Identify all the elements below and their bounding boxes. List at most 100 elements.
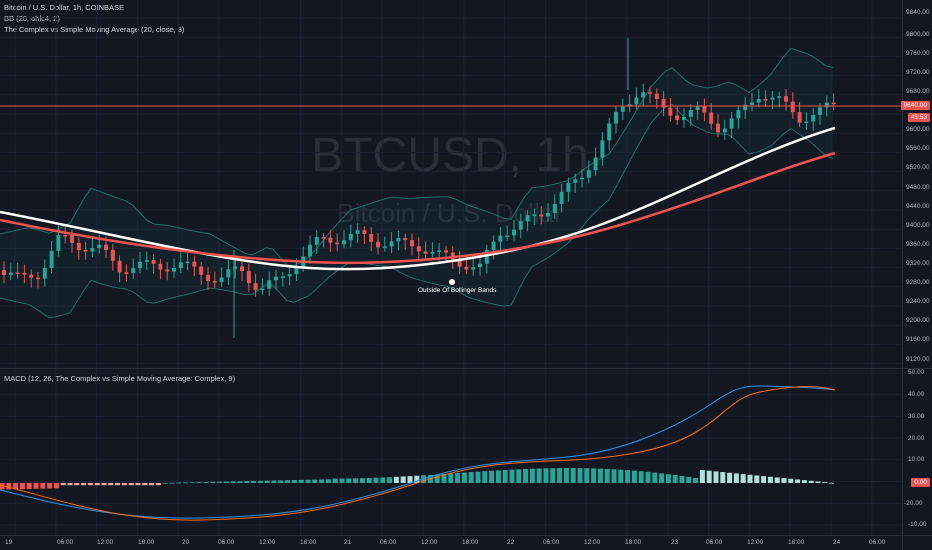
candle-body (614, 111, 618, 124)
candle-body (90, 248, 95, 252)
time-tick: 19 (5, 539, 13, 546)
macd-histogram-bar (468, 472, 474, 483)
candle-body (784, 96, 788, 102)
symbol-legend[interactable]: Bitcoin / U.S. Dollar, 1h, COINBASE (4, 3, 125, 12)
macd-histogram-bar (781, 478, 787, 483)
macd-histogram-bar (121, 483, 127, 486)
candle-body (471, 267, 476, 270)
candle-body (192, 261, 197, 267)
macd-tick: 30.00 (908, 413, 925, 420)
macd-histogram-bar (128, 483, 134, 486)
macd-tick: 50.00 (908, 369, 925, 376)
macd-histogram-bar (366, 477, 372, 483)
candle-body (376, 241, 380, 248)
candle-body (314, 237, 319, 245)
macd-histogram-bar (189, 482, 195, 484)
macd-histogram-bar (305, 479, 311, 483)
macd-histogram-bar (577, 468, 583, 483)
candle-body (818, 107, 822, 115)
candle-body (641, 92, 646, 98)
macd-histogram-bar (761, 476, 767, 483)
annotation-label: Outside Of Bollinger Bands (418, 287, 497, 294)
candle-body (321, 237, 326, 239)
candle-body (736, 110, 741, 119)
macd-histogram-bar (298, 479, 304, 483)
candle-body (661, 99, 666, 108)
time-tick: 21 (344, 539, 352, 546)
candle-body (593, 157, 598, 171)
sma-legend[interactable]: The Complex vs Simple Moving Average (20… (4, 25, 185, 34)
macd-zero-tag: 0.00 (911, 478, 930, 487)
macd-histogram-bar (53, 483, 59, 489)
macd-tick: 10.00 (908, 456, 925, 463)
candle-body (36, 277, 40, 280)
candle-body (478, 263, 482, 268)
candle-body (811, 114, 816, 122)
time-tick: 18:00 (462, 539, 479, 546)
price-tick: 9760.00 (906, 50, 930, 57)
candle-body (56, 235, 61, 251)
macd-histogram-bar (346, 478, 352, 483)
candle-body (437, 250, 442, 252)
macd-histogram-bar (523, 468, 529, 483)
macd-histogram-bar (339, 478, 345, 483)
candle-body (274, 276, 278, 281)
candle-body (342, 240, 346, 245)
candle-body (580, 177, 584, 180)
candle-body (403, 238, 408, 241)
candle-body (382, 246, 387, 248)
candle-body (831, 102, 836, 105)
candle-body (267, 280, 272, 289)
macd-histogram-bar (733, 473, 739, 483)
candle-body (573, 179, 578, 183)
macd-histogram-bar (638, 471, 644, 483)
candle-body (49, 250, 54, 268)
candle-body (308, 244, 312, 257)
macd-histogram-bar (387, 477, 393, 483)
candle-body (430, 251, 435, 254)
macd-histogram-bar (0, 483, 5, 490)
candle-body (716, 123, 720, 133)
candle-body (131, 268, 136, 274)
macd-histogram-bar (169, 482, 175, 484)
macd-histogram-bar (196, 482, 202, 483)
macd-histogram-bar (808, 480, 814, 483)
time-tick: 12:00 (747, 539, 764, 546)
macd-histogram-bar (631, 470, 637, 483)
time-tick: 18:00 (625, 539, 642, 546)
macd-histogram-bar (414, 475, 420, 483)
macd-histogram-bar (94, 483, 100, 486)
macd-histogram-bar (665, 474, 671, 483)
candle-body (253, 283, 258, 291)
candle-body (260, 288, 265, 291)
macd-histogram-bar (475, 471, 481, 483)
price-tick: 9280.00 (906, 279, 930, 286)
macd-histogram-bar (509, 469, 515, 483)
macd-histogram-bar (822, 482, 828, 483)
complex-ma-line (0, 126, 836, 271)
candle-body (83, 250, 88, 252)
macd-legend[interactable]: MACD (12, 26, The Complex vs Simple Movi… (4, 374, 236, 383)
candle-body (124, 272, 129, 274)
pane-separator[interactable] (0, 368, 932, 369)
macd-histogram-bar (87, 483, 93, 486)
candle-body (226, 269, 231, 278)
price-tick: 9480.00 (906, 184, 930, 191)
price-tick: 9600.00 (906, 126, 930, 133)
current-price-tag: 9640.00 (900, 101, 930, 110)
macd-histogram-bar (720, 472, 726, 483)
macd-histogram-bar (203, 481, 209, 483)
macd-histogram-bar (747, 474, 753, 483)
macd-histogram-bar (312, 479, 318, 483)
macd-histogram-bar (482, 471, 488, 483)
candle-body (512, 229, 516, 236)
macd-histogram-bar (257, 480, 263, 483)
macd-histogram-bar (217, 481, 223, 483)
price-tick: 9840.00 (906, 9, 930, 16)
candle-body (362, 230, 367, 235)
candle-body (117, 260, 122, 273)
candle-body (464, 266, 469, 270)
candle-body (546, 212, 550, 217)
candle-body (151, 260, 156, 264)
